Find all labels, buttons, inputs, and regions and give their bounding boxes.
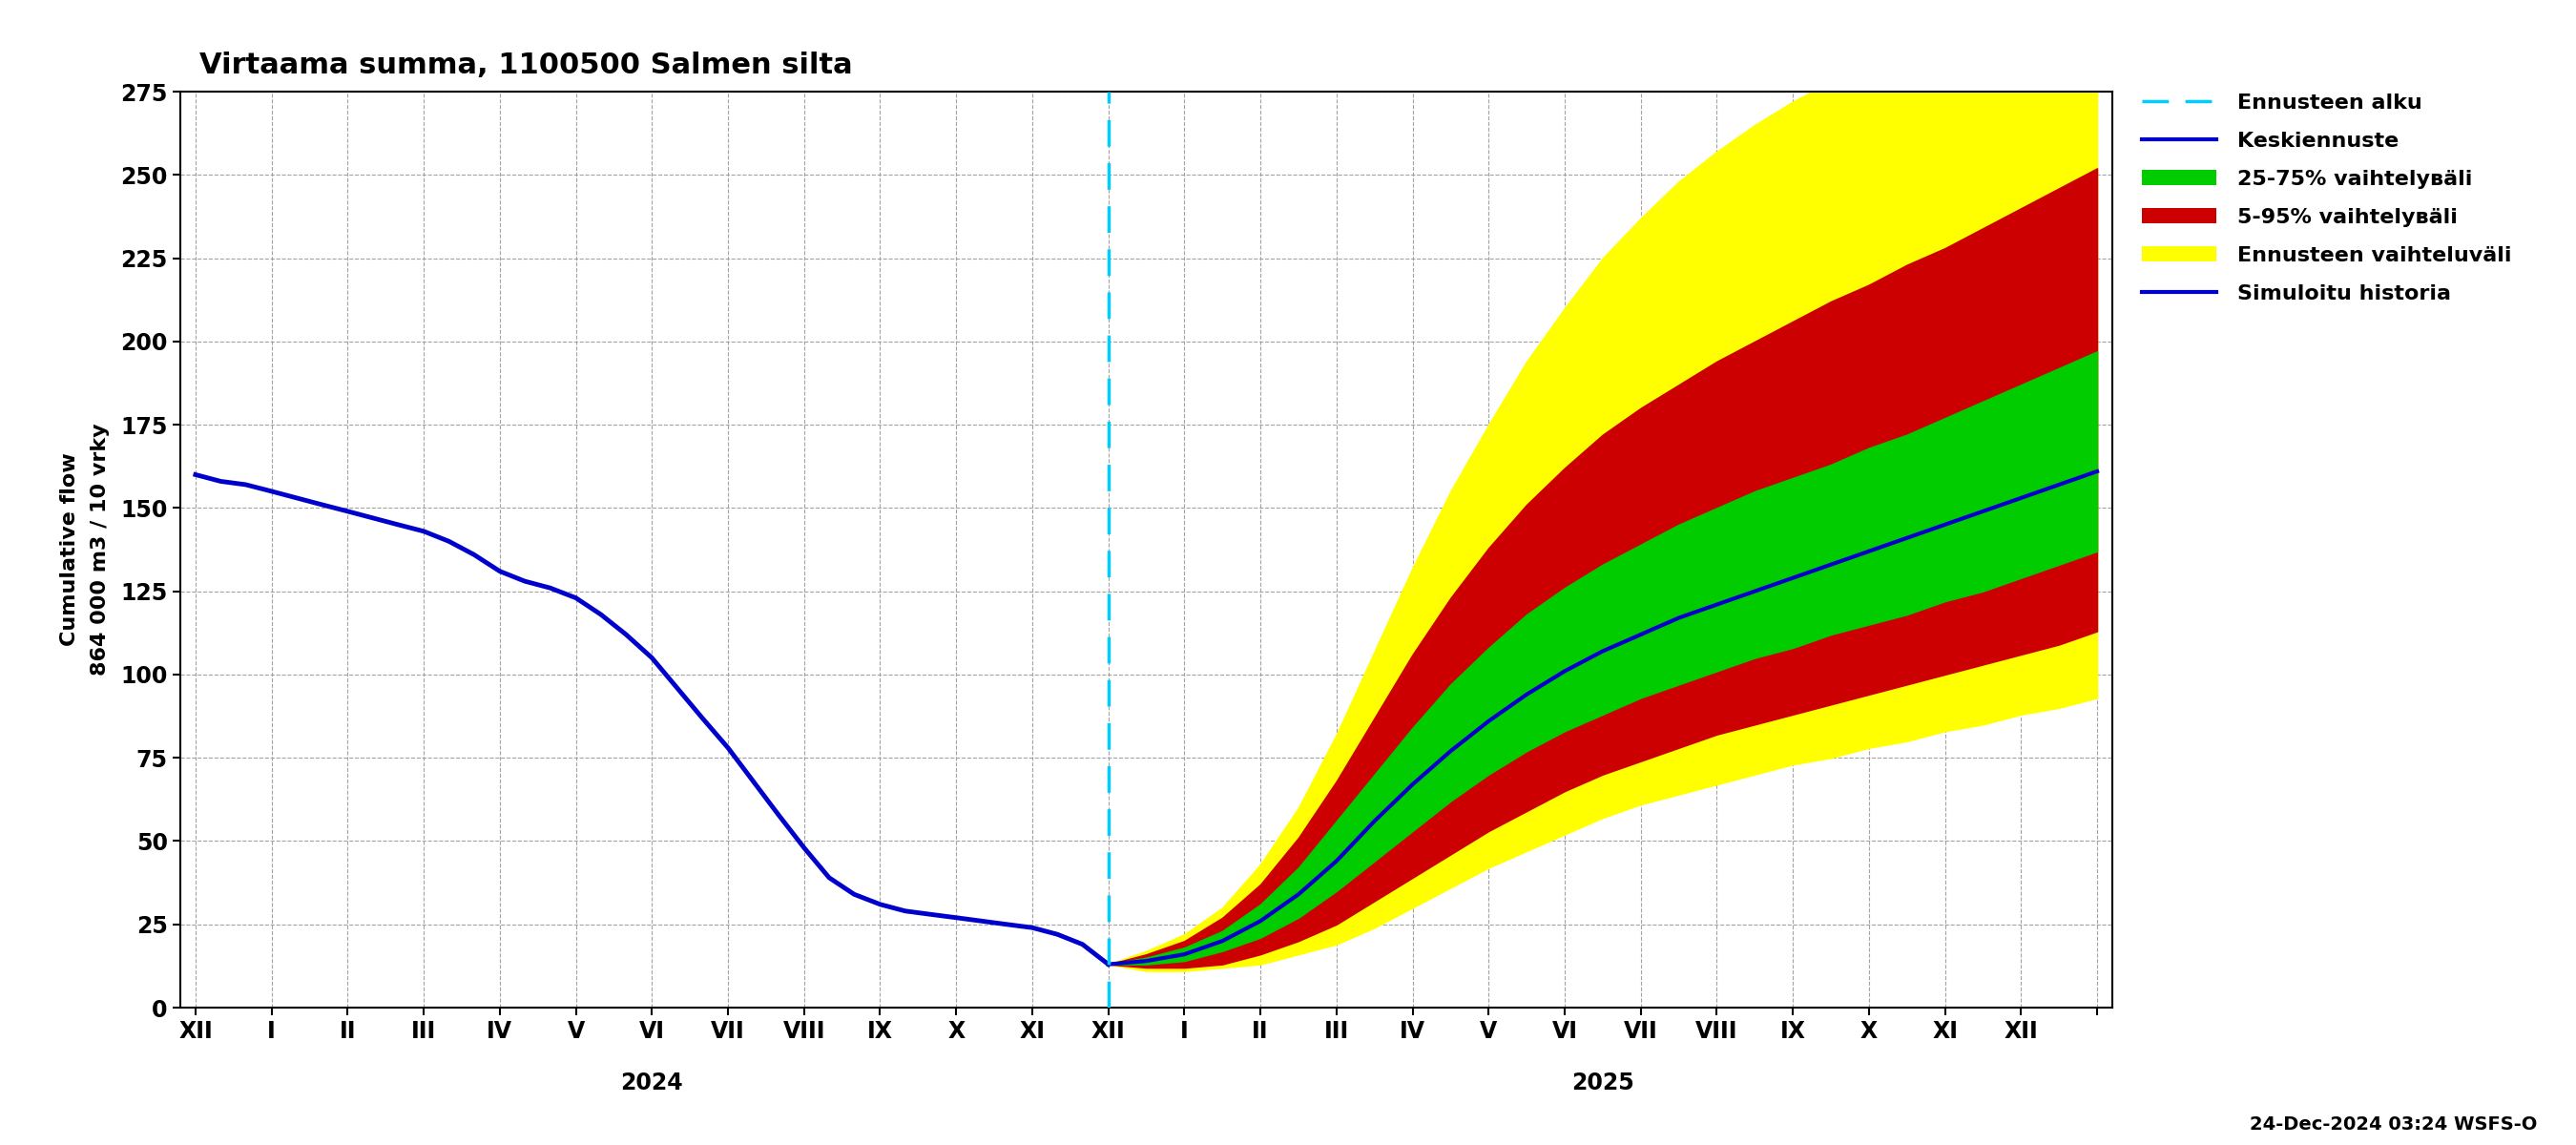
Y-axis label: Cumulative flow
864 000 m3 / 10 vrky: Cumulative flow 864 000 m3 / 10 vrky <box>59 424 111 676</box>
Text: 2025: 2025 <box>1571 1072 1633 1095</box>
Text: 24-Dec-2024 03:24 WSFS-O: 24-Dec-2024 03:24 WSFS-O <box>2249 1115 2537 1134</box>
Text: Virtaama summa, 1100500 Salmen silta: Virtaama summa, 1100500 Salmen silta <box>201 52 853 79</box>
Legend: Ennusteen alku, Keskiennuste, 25-75% vaihtelувäli, 5-95% vaihtelувäli, Ennusteen: Ennusteen alku, Keskiennuste, 25-75% vai… <box>2143 93 2512 303</box>
Text: 2024: 2024 <box>621 1072 683 1095</box>
